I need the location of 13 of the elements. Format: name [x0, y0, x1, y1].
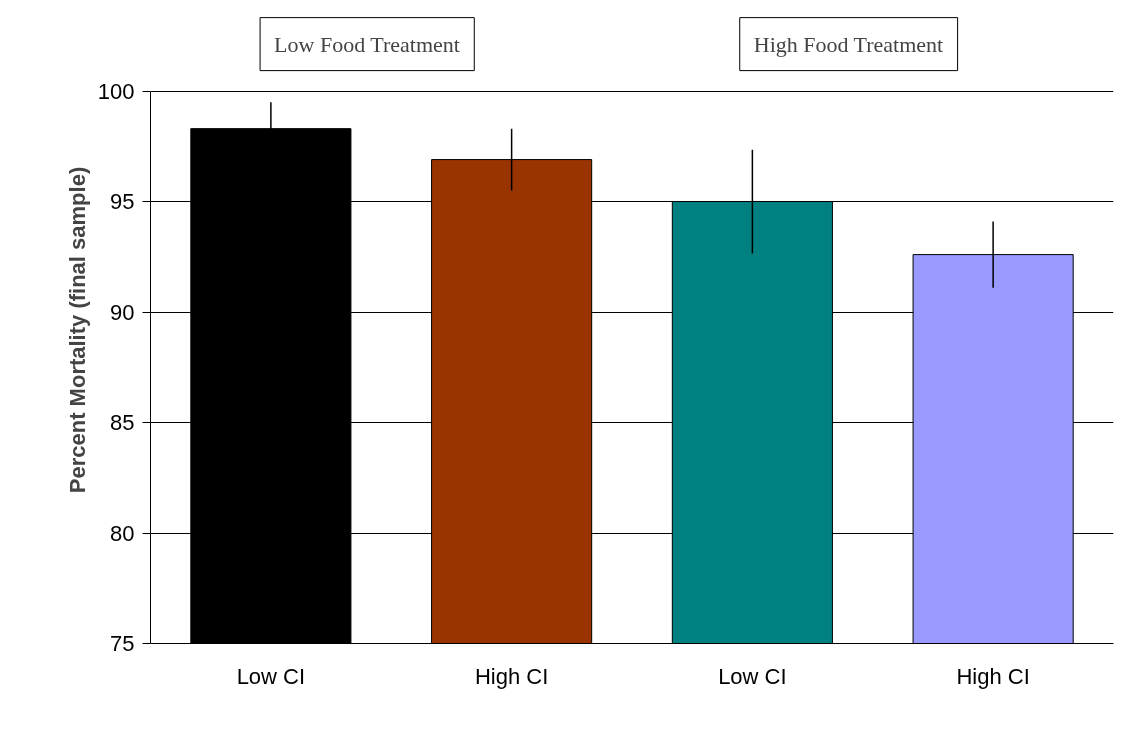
y-axis-title: Percent Mortality (final sample) [64, 166, 90, 494]
y-tick-label: 85 [110, 410, 135, 436]
text: High Food Treatment [753, 31, 944, 57]
x-tick-label: Low CI [236, 663, 306, 689]
y-tick-label: 95 [110, 189, 135, 215]
y-tick-label: 75 [110, 631, 135, 656]
y-tick-label: 80 [110, 520, 135, 546]
x-tick-label: High CI [474, 663, 549, 689]
text: Low Food Treatment [274, 31, 460, 57]
y-tick-label: 100 [97, 78, 135, 104]
y-tick-label: 90 [110, 299, 135, 325]
x-tick-label: Low CI [718, 663, 787, 689]
x-tick-label: High CI [956, 663, 1030, 689]
